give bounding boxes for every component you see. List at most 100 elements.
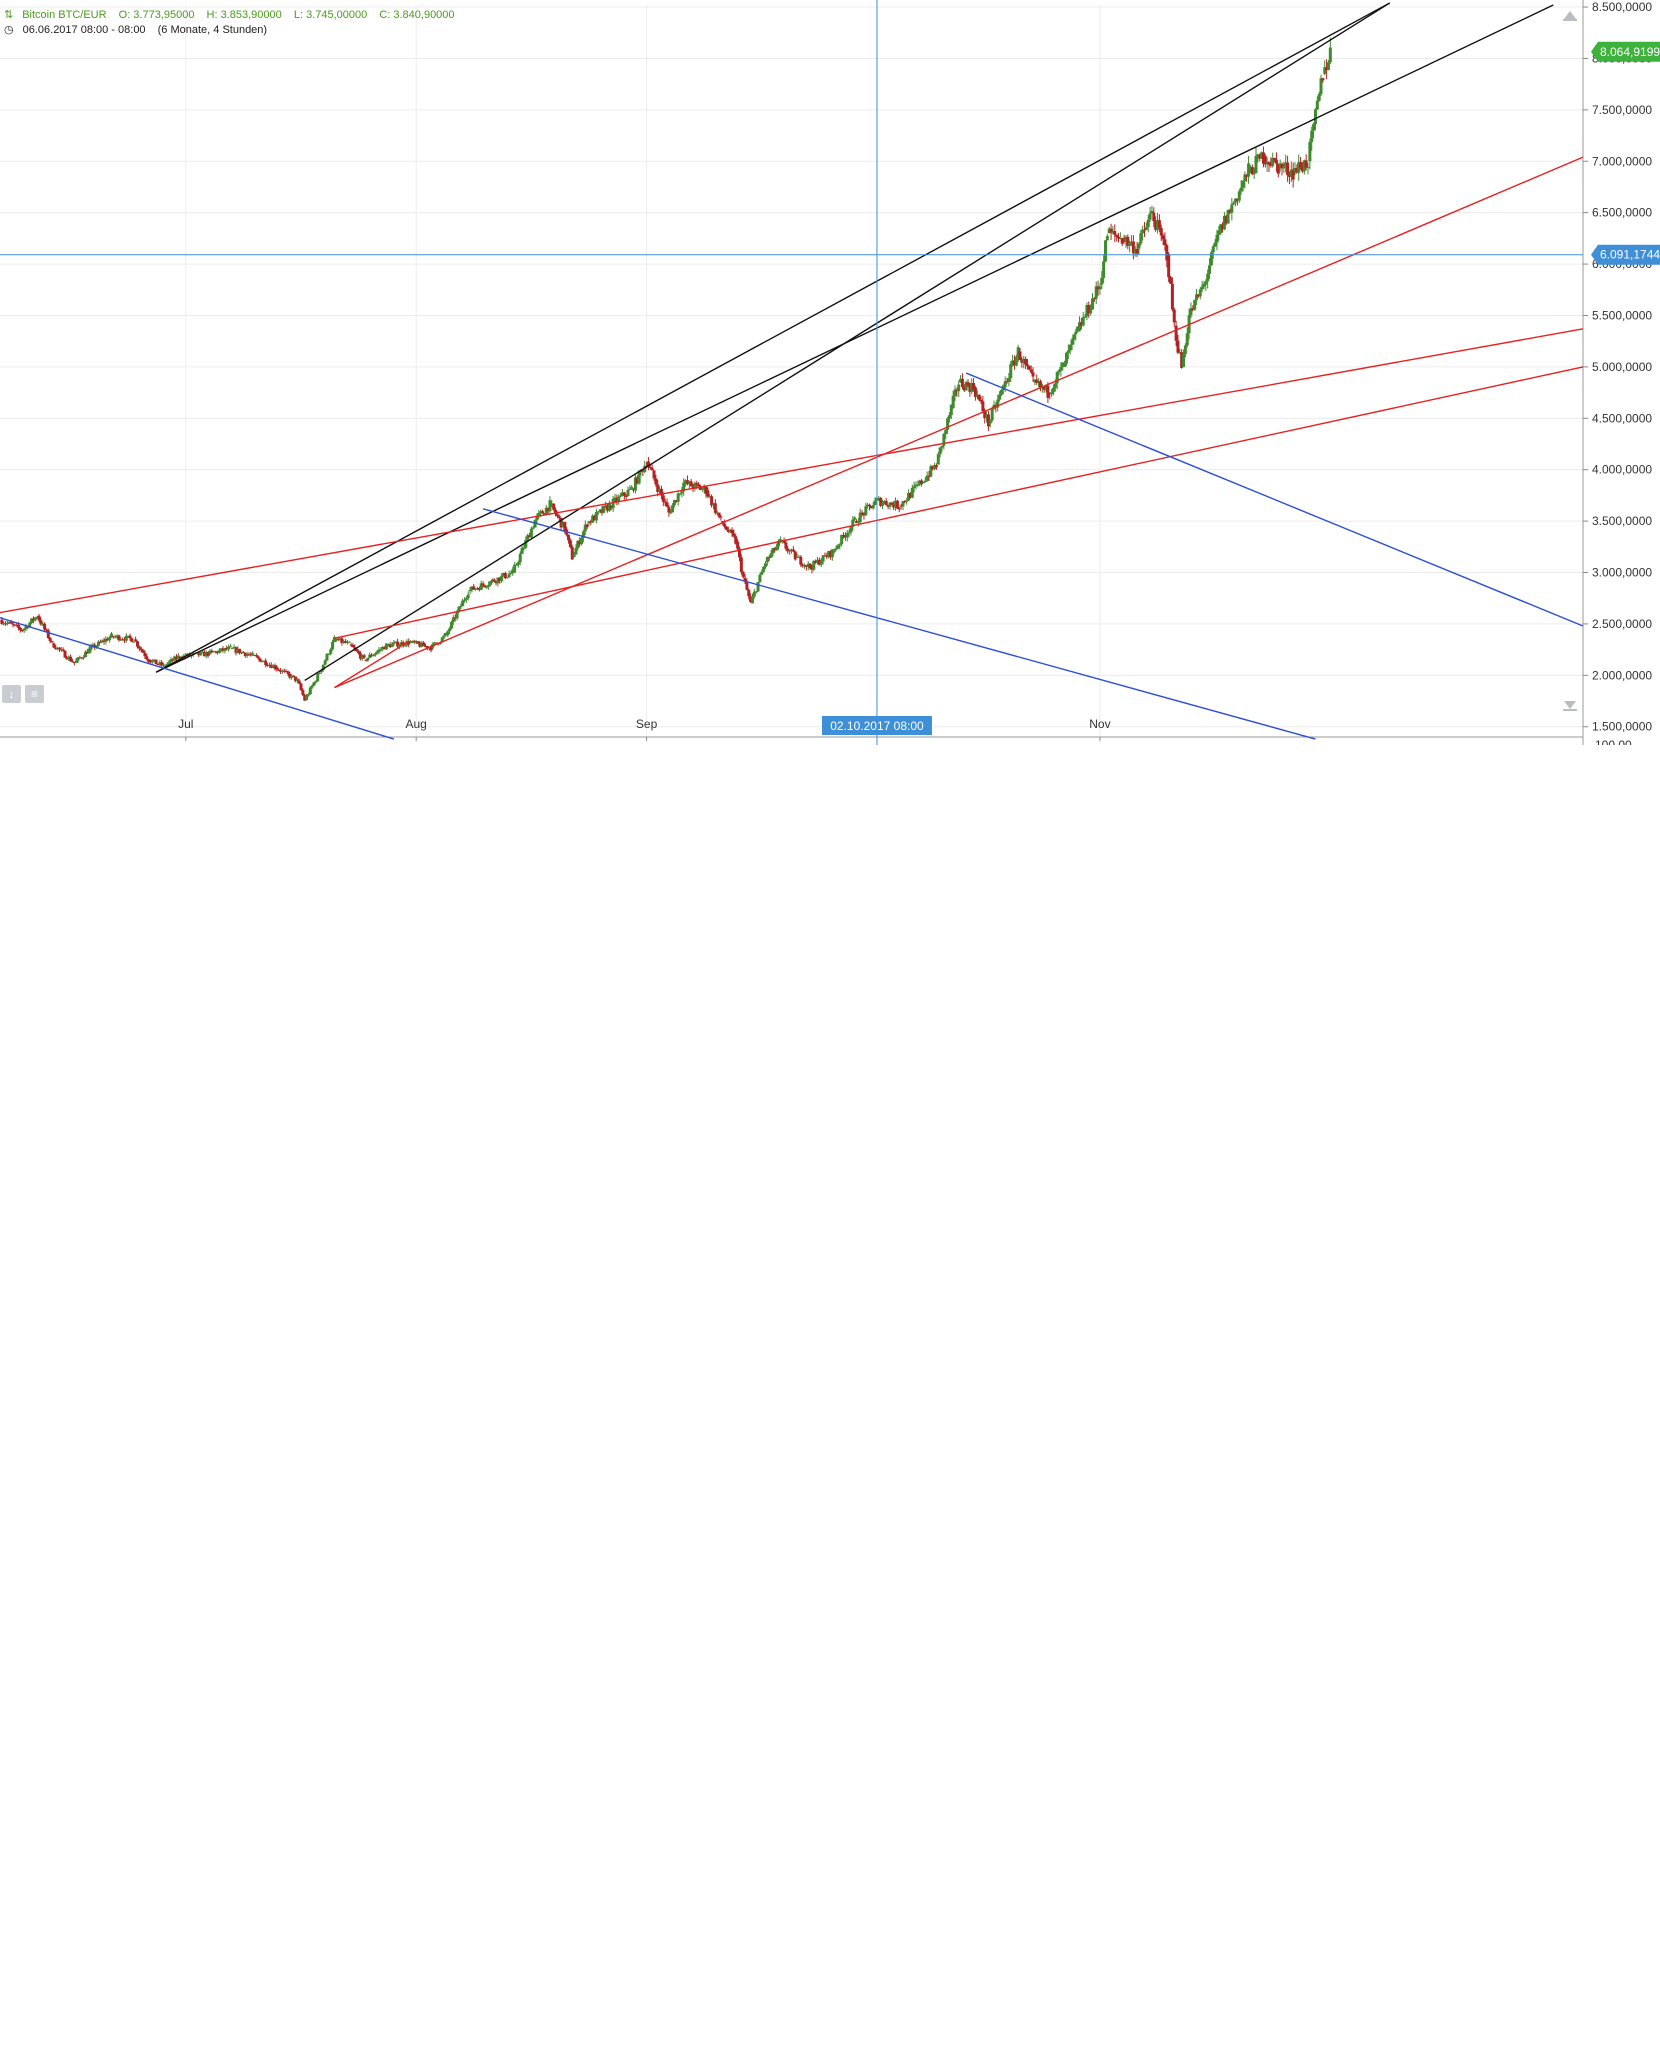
candle-up bbox=[33, 617, 37, 621]
candle-down bbox=[1228, 209, 1232, 213]
candle-down bbox=[396, 641, 400, 647]
candle-up bbox=[1222, 215, 1226, 230]
candle-up bbox=[957, 384, 961, 392]
candle-down bbox=[1299, 162, 1303, 168]
candle-up bbox=[728, 529, 732, 532]
candle-down bbox=[288, 673, 292, 678]
candle-down bbox=[593, 515, 597, 521]
trendlines[interactable] bbox=[0, 2, 1584, 740]
clock-icon: ◷ bbox=[4, 24, 14, 36]
candle-up bbox=[262, 660, 266, 662]
candle-up bbox=[399, 642, 403, 646]
candle-down bbox=[145, 656, 149, 660]
candle-down bbox=[388, 644, 392, 648]
trendline-red[interactable] bbox=[334, 156, 1584, 689]
price-axis[interactable]: 1.500,0000 2.000,0000 2.500,0000 3.000,0000… bbox=[1582, 0, 1660, 745]
candle-down bbox=[654, 478, 658, 485]
scroll-down-triangle-icon[interactable] bbox=[1564, 701, 1576, 709]
candle-up bbox=[1204, 281, 1208, 285]
candle-up bbox=[476, 588, 480, 590]
candle-down bbox=[370, 654, 374, 657]
candle-down bbox=[661, 495, 665, 502]
candle-up bbox=[414, 641, 418, 643]
trendline-red[interactable] bbox=[0, 328, 1584, 614]
crosshair-price-badge bbox=[1591, 244, 1660, 265]
candle-down bbox=[723, 523, 727, 527]
trendline-red[interactable] bbox=[334, 366, 1584, 639]
candle-down bbox=[243, 652, 247, 656]
trendline-blue[interactable] bbox=[965, 372, 1584, 627]
candle-down bbox=[955, 389, 959, 392]
candle-up bbox=[1059, 366, 1063, 371]
trendline-black[interactable] bbox=[155, 4, 1554, 673]
candle-down bbox=[698, 486, 702, 490]
candle-down bbox=[1304, 160, 1308, 168]
candle-down bbox=[358, 653, 362, 659]
candle-up bbox=[587, 521, 591, 524]
candle-up bbox=[630, 486, 634, 489]
candle-up bbox=[1156, 220, 1160, 230]
candle-up bbox=[765, 557, 769, 563]
candle-down bbox=[1113, 231, 1117, 235]
candle-down bbox=[1163, 239, 1167, 246]
candle-down bbox=[117, 635, 121, 641]
trendline-red[interactable] bbox=[334, 640, 410, 689]
candle-up bbox=[856, 522, 860, 524]
candle-down bbox=[416, 641, 420, 644]
candle-up bbox=[776, 540, 780, 547]
candle-down bbox=[920, 480, 924, 485]
candle-up bbox=[626, 490, 630, 497]
candle-up bbox=[1083, 316, 1087, 318]
candle-down bbox=[567, 534, 571, 541]
candle-up bbox=[1139, 233, 1143, 244]
candle-up bbox=[420, 642, 424, 647]
trendline-blue[interactable] bbox=[0, 617, 395, 740]
candle-up bbox=[778, 539, 782, 541]
chart-container[interactable]: 1.500,0000 2.000,0000 2.500,0000 3.000,0000… bbox=[0, 0, 1660, 745]
y-tick-label: 5.500,0000 bbox=[1592, 308, 1652, 322]
trendline-black[interactable] bbox=[155, 2, 1391, 673]
candle-down bbox=[1258, 154, 1262, 159]
y-tick-label: 6.500,0000 bbox=[1592, 206, 1652, 220]
candle-up bbox=[446, 631, 450, 636]
candle-down bbox=[121, 639, 125, 641]
candle-down bbox=[429, 647, 433, 651]
candle-down bbox=[1079, 322, 1083, 326]
candle-down bbox=[282, 670, 286, 672]
candle-up bbox=[386, 644, 390, 646]
candle-down bbox=[412, 640, 416, 643]
candle-up bbox=[762, 566, 766, 572]
candle-down bbox=[568, 540, 572, 548]
candle-up bbox=[316, 673, 320, 682]
scroll-controls[interactable] bbox=[1563, 11, 1577, 711]
candle-down bbox=[585, 524, 589, 528]
candle-down bbox=[1174, 325, 1178, 341]
candle-up bbox=[682, 482, 686, 492]
candle-up bbox=[74, 660, 78, 663]
candle-up bbox=[940, 445, 944, 448]
candle-up bbox=[1124, 236, 1128, 242]
candle-down bbox=[425, 646, 429, 649]
price-chart[interactable]: 1.500,0000 2.000,0000 2.500,0000 3.000,0000… bbox=[0, 0, 1660, 745]
trendline-blue[interactable] bbox=[482, 508, 1316, 740]
candle-down bbox=[1159, 227, 1163, 236]
candle-up bbox=[173, 656, 177, 661]
candle-up bbox=[158, 662, 162, 665]
candle-up bbox=[832, 549, 836, 552]
download-icon[interactable]: ↓ bbox=[2, 685, 21, 703]
scroll-up-triangle-icon[interactable] bbox=[1564, 11, 1576, 19]
candle-up bbox=[507, 573, 511, 578]
crosshair-date-badge bbox=[821, 716, 932, 735]
trendline-black[interactable] bbox=[304, 2, 1391, 682]
candle-down bbox=[130, 638, 134, 642]
candle-down bbox=[563, 521, 567, 532]
candle-down bbox=[148, 659, 152, 663]
candle-down bbox=[297, 680, 301, 684]
x-tick-label: Sep bbox=[636, 717, 658, 731]
grid bbox=[0, 5, 1583, 737]
settings-icon[interactable]: ≡ bbox=[25, 685, 44, 703]
time-axis[interactable]: Jul Aug Sep Nov 100,00 bbox=[0, 717, 1632, 745]
candle-down bbox=[1263, 156, 1267, 165]
candle-up bbox=[373, 653, 377, 655]
candle-down bbox=[1165, 245, 1169, 261]
